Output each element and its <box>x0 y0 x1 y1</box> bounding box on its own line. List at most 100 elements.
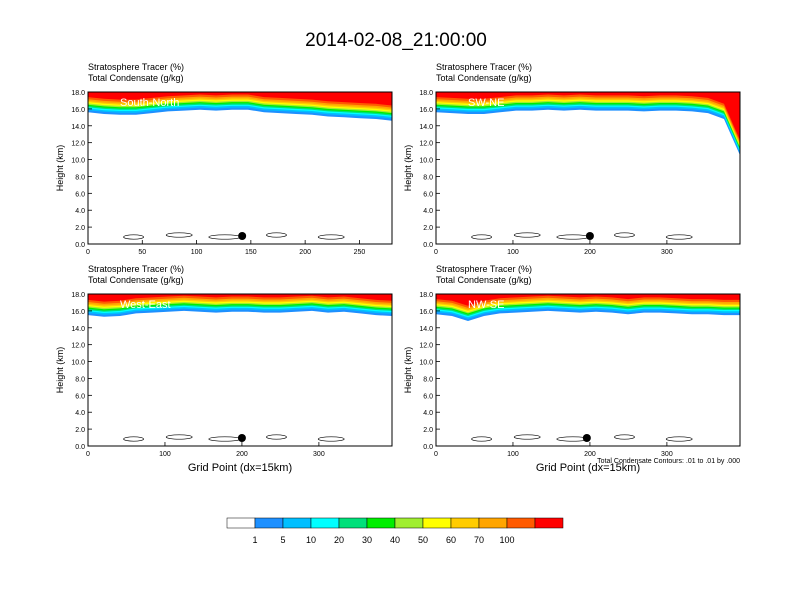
condensate-contour-0 <box>471 436 492 442</box>
colorbar-swatch <box>226 517 256 529</box>
page-title: 2014-02-08_21:00:00 <box>305 30 487 51</box>
y-tick-label: 0.0 <box>423 242 433 249</box>
y-tick-label: 2.0 <box>423 225 433 232</box>
x-tick-label: 150 <box>245 249 257 256</box>
tracer-band-red <box>88 92 392 106</box>
panel-nw-se: Stratosphere Tracer (%)Total Condensate … <box>403 264 741 458</box>
y-tick-label: 8.0 <box>423 376 433 383</box>
location-marker <box>237 434 246 442</box>
x-tick-label: 200 <box>236 451 248 458</box>
condensate-contour-0 <box>123 436 144 442</box>
x-tick-label: 300 <box>313 451 325 458</box>
x-tick-label: 200 <box>584 249 596 256</box>
colorbar-label: 60 <box>446 535 456 545</box>
y-tick-label: 14.0 <box>419 124 433 131</box>
y-tick-label: 18.0 <box>419 90 433 97</box>
colorbar-swatch <box>338 517 368 529</box>
y-tick-label: 4.0 <box>75 410 85 417</box>
location-marker <box>585 232 594 240</box>
tracer-band-red <box>436 92 740 141</box>
condensate-contour-3 <box>614 232 635 238</box>
x-tick-label: 100 <box>507 249 519 256</box>
condensate-contour-3 <box>614 434 635 440</box>
y-tick-label: 16.0 <box>419 309 433 316</box>
x-tick-label: 250 <box>354 249 366 256</box>
location-marker <box>582 434 591 442</box>
x-tick-label: 50 <box>138 249 146 256</box>
field-label-condensate: Total Condensate (g/kg) <box>436 73 532 83</box>
y-tick-label: 12.0 <box>71 343 85 350</box>
plot-area <box>88 92 392 244</box>
field-label-tracer: Stratosphere Tracer (%) <box>436 62 532 72</box>
x-tick-label: 0 <box>434 451 438 458</box>
colorbar: 1 5 10 20 30 40 50 60 70 100 <box>226 517 564 545</box>
y-tick-label: 6.0 <box>75 191 85 198</box>
y-tick-label: 6.0 <box>423 191 433 198</box>
tracer-band-1 <box>436 92 740 154</box>
y-tick-label: 14.0 <box>71 124 85 131</box>
y-tick-label: 0.0 <box>75 444 85 451</box>
panel-label: NW-SE <box>468 299 504 311</box>
panel-south-north: Stratosphere Tracer (%)Total Condensate … <box>55 62 393 256</box>
plot-frame <box>87 293 393 447</box>
y-tick-label: 2.0 <box>75 225 85 232</box>
x-axis-label: Grid Point (dx=15km) <box>188 462 292 474</box>
contour-note: Total Condensate Contours: .01 to .01 by… <box>597 458 740 465</box>
y-tick-label: 18.0 <box>71 292 85 299</box>
y-tick-label: 6.0 <box>423 393 433 400</box>
condensate-contour-4 <box>665 436 693 442</box>
panel-label: South-North <box>120 97 179 109</box>
y-tick-label: 4.0 <box>423 410 433 417</box>
y-tick-label: 10.0 <box>71 158 85 165</box>
y-tick-label: 0.0 <box>75 242 85 249</box>
panel-west-east: Stratosphere Tracer (%)Total Condensate … <box>55 264 393 458</box>
colorbar-label: 100 <box>499 535 514 545</box>
colorbar-label: 50 <box>418 535 428 545</box>
field-label-tracer: Stratosphere Tracer (%) <box>88 264 184 274</box>
y-tick-label: 18.0 <box>419 292 433 299</box>
plot-area <box>88 294 392 446</box>
field-label-tracer: Stratosphere Tracer (%) <box>436 264 532 274</box>
y-axis-label: Height (km) <box>403 347 413 394</box>
x-tick-label: 100 <box>191 249 203 256</box>
colorbar-swatch <box>450 517 480 529</box>
tracer-band-red <box>88 294 392 302</box>
condensate-contour-4 <box>665 234 693 240</box>
colorbar-label: 5 <box>280 535 285 545</box>
y-axis-label: Height (km) <box>55 347 65 394</box>
colorbar-label: 30 <box>362 535 372 545</box>
colorbar-swatch <box>394 517 424 529</box>
tracer-band-red <box>436 294 740 306</box>
y-tick-label: 10.0 <box>71 360 85 367</box>
panel-label: West-East <box>120 299 171 311</box>
x-tick-label: 200 <box>299 249 311 256</box>
panel-sw-ne: Stratosphere Tracer (%)Total Condensate … <box>403 62 741 256</box>
x-tick-label: 0 <box>86 451 90 458</box>
plot-frame <box>435 293 741 447</box>
colorbar-label: 1 <box>252 535 257 545</box>
y-tick-label: 6.0 <box>75 393 85 400</box>
condensate-contour-0 <box>123 234 144 240</box>
y-tick-label: 14.0 <box>419 326 433 333</box>
y-tick-label: 10.0 <box>419 360 433 367</box>
colorbar-swatch <box>534 517 564 529</box>
colorbar-swatch <box>254 517 284 529</box>
colorbar-swatch <box>422 517 452 529</box>
condensate-contour-1 <box>513 434 541 440</box>
field-label-condensate: Total Condensate (g/kg) <box>88 73 184 83</box>
colorbar-swatch <box>282 517 312 529</box>
field-label-condensate: Total Condensate (g/kg) <box>436 275 532 285</box>
y-tick-label: 8.0 <box>423 174 433 181</box>
colorbar-swatch <box>310 517 340 529</box>
condensate-contour-1 <box>165 232 193 238</box>
y-tick-label: 10.0 <box>419 158 433 165</box>
colorbar-swatch <box>478 517 508 529</box>
condensate-contour-0 <box>471 234 492 240</box>
colorbar-label: 20 <box>334 535 344 545</box>
y-tick-label: 18.0 <box>71 90 85 97</box>
plot-frame <box>435 91 741 245</box>
y-tick-label: 16.0 <box>71 309 85 316</box>
condensate-contour-3 <box>266 232 287 238</box>
x-tick-label: 100 <box>507 451 519 458</box>
condensate-contour-1 <box>513 232 541 238</box>
